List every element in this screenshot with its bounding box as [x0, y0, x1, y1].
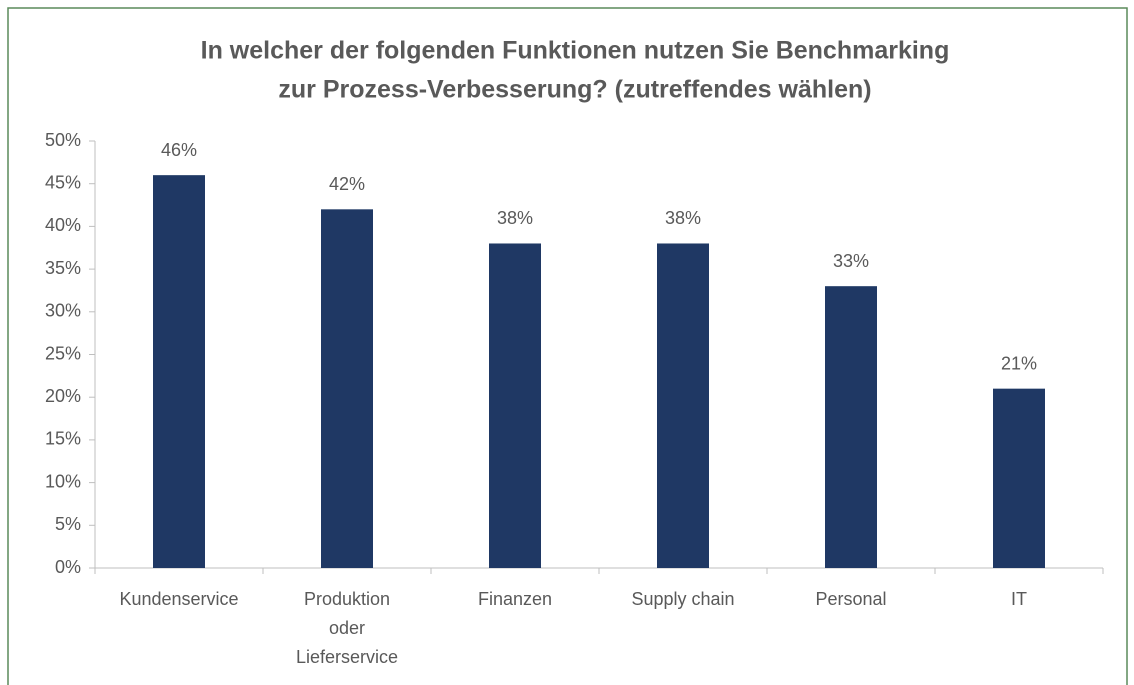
y-tick-label: 35%: [45, 258, 81, 278]
y-tick-label: 20%: [45, 386, 81, 406]
y-tick-label: 40%: [45, 215, 81, 235]
bar: [321, 209, 373, 568]
chart-title: In welcher der folgenden Funktionen nutz…: [201, 37, 950, 65]
y-tick-label: 45%: [45, 172, 81, 192]
x-tick-label: Produktion oder Lieferservice: [296, 589, 398, 667]
y-tick-label: 10%: [45, 471, 81, 491]
bar: [993, 388, 1045, 568]
data-label: 38%: [665, 208, 701, 228]
x-tick-label: Finanzen: [478, 589, 552, 609]
data-label: 38%: [497, 208, 533, 228]
bar: [825, 286, 877, 568]
y-tick-label: 0%: [55, 557, 81, 577]
y-tick-label: 50%: [45, 130, 81, 150]
y-tick-label: 5%: [55, 514, 81, 534]
y-tick-label: 30%: [45, 301, 81, 321]
data-label: 21%: [1001, 353, 1037, 373]
bar: [153, 175, 205, 568]
bar: [657, 243, 709, 569]
x-tick-label: Personal: [815, 589, 886, 609]
x-tick-label: Supply chain: [631, 589, 734, 609]
data-label: 46%: [161, 140, 197, 160]
data-label: 33%: [833, 251, 869, 271]
x-tick-label: IT: [1011, 589, 1027, 609]
bar: [489, 243, 541, 569]
y-tick-label: 25%: [45, 343, 81, 363]
x-tick-label: Kundenservice: [119, 589, 238, 609]
y-tick-label: 15%: [45, 429, 81, 449]
data-label: 42%: [329, 174, 365, 194]
chart-title: zur Prozess-Verbesserung? (zutreffendes …: [278, 76, 871, 104]
